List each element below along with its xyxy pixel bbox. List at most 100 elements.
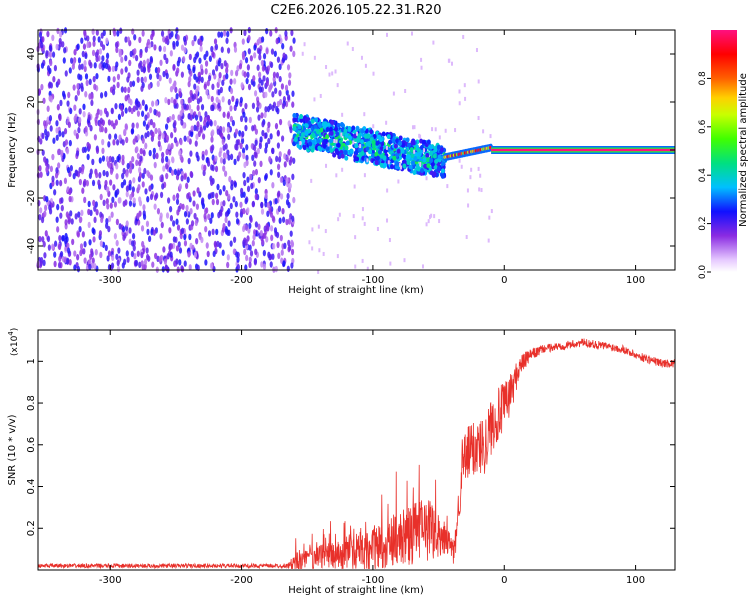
spectrogram-cell — [253, 44, 257, 51]
spectrogram-cell — [454, 128, 457, 133]
spectrogram-cell — [105, 37, 109, 45]
spectrogram-cell — [214, 165, 219, 173]
spectrogram-cell — [214, 155, 218, 162]
spectrogram-cell — [274, 265, 278, 273]
spectrogram-cell — [147, 83, 151, 90]
spectrogram-cell — [262, 249, 266, 257]
spectrogram-cell — [163, 53, 167, 61]
spectrogram-cell — [406, 159, 411, 165]
spectrogram-cell — [322, 251, 325, 256]
spectrogram-cell — [256, 64, 260, 71]
spectrogram-cell — [39, 171, 43, 178]
spectrogram-cell — [99, 251, 103, 259]
spectrogram-cell — [196, 264, 200, 272]
spectrogram-cell — [74, 213, 78, 220]
spectrogram-cell — [274, 87, 278, 94]
spectrogram-cell — [51, 34, 55, 42]
x-tick-label: -300 — [99, 575, 122, 586]
spectrogram-cell — [200, 68, 204, 76]
spectrogram-cell — [56, 226, 60, 233]
spectrogram-cell — [252, 75, 256, 82]
spectrogram-cell — [165, 148, 169, 156]
spectrogram-cell — [325, 134, 330, 140]
spectrogram-cell — [98, 230, 102, 237]
spectrogram-cell — [266, 105, 271, 113]
spectrogram-cell — [223, 30, 227, 37]
spectrogram-cell — [74, 95, 78, 102]
spectrogram-cell — [411, 31, 414, 36]
spectrogram-cell — [206, 160, 211, 167]
spectrogram-cell — [277, 252, 281, 260]
spectrogram-cell — [277, 205, 282, 213]
spectrogram-cell — [263, 232, 267, 239]
spectrogram-cell — [144, 114, 148, 121]
spectrogram-cell — [110, 262, 115, 269]
spectrogram-cell — [122, 200, 126, 207]
spectrogram-cell — [81, 187, 85, 194]
y-tick-label: 40 — [26, 48, 37, 61]
spectrogram-cell — [201, 202, 205, 210]
spectrogram-cell — [118, 223, 122, 230]
spectrogram-cell — [139, 60, 143, 67]
spectrogram-cell — [160, 30, 165, 37]
spectrogram-cell — [70, 57, 74, 64]
spectrogram-cell — [114, 119, 118, 126]
spectrogram-cell — [354, 143, 359, 149]
spectrogram-cell — [175, 218, 179, 225]
spectrogram-cell — [73, 115, 77, 122]
spectrogram-cell — [45, 195, 49, 203]
spectrogram-cell — [304, 123, 309, 129]
spectrogram-cell — [153, 44, 157, 51]
spectrogram-cell — [203, 164, 207, 172]
spectrogram-cell — [101, 138, 105, 146]
spectrogram-cell — [177, 56, 181, 64]
spectrogram-cell — [391, 138, 396, 144]
spectrogram-cell — [225, 37, 229, 44]
spectrogram-cell — [374, 151, 379, 157]
spectrogram-cell — [436, 166, 441, 172]
spectrogram-cell — [205, 242, 209, 249]
spectrogram-cell — [166, 252, 170, 260]
spectrogram-cell — [269, 261, 273, 268]
spectrogram-cell — [213, 119, 217, 127]
spectrogram-cell — [406, 142, 411, 148]
spectrogram-cell — [292, 37, 296, 44]
spectrogram-cell — [259, 136, 263, 143]
spectrogram-cell — [244, 102, 248, 110]
spectrogram-cell — [266, 201, 270, 209]
spectrogram-cell — [226, 126, 230, 134]
spectrogram-cell — [120, 110, 125, 117]
colorbar-tick-label: 0.2 — [698, 216, 708, 230]
colorbar-ticks: 0.0 0.2 0.4 0.6 0.8 — [698, 71, 711, 279]
spectrogram-cell — [411, 125, 414, 130]
spectrogram-cell — [311, 139, 316, 145]
spectrogram-cell — [379, 162, 384, 168]
spectrogram-cell — [82, 110, 86, 118]
spectrogram-cell — [195, 237, 199, 245]
spectrogram-cell — [260, 112, 264, 119]
spectrogram-cell — [98, 172, 102, 179]
spectrogram-cell — [102, 199, 106, 207]
spectrogram-cell — [214, 192, 219, 199]
spectrogram-cell — [253, 259, 257, 266]
spectrogram-cell — [161, 132, 165, 140]
spectrogram-cell — [84, 73, 89, 80]
spectrogram-cell — [251, 240, 255, 247]
spectrogram-cell — [154, 67, 159, 74]
spectrogram-cell — [101, 147, 105, 155]
spectrogram-cell — [178, 259, 182, 266]
spectrogram-cell — [264, 91, 268, 98]
spectrogram-cell — [241, 130, 245, 138]
spectrogram-cell — [420, 168, 425, 174]
spectrogram-cell — [239, 115, 244, 123]
spectrogram-cell — [148, 185, 152, 192]
spectrogram-cell — [218, 57, 222, 64]
spectrogram-cell — [157, 67, 161, 74]
spectrogram-cell — [132, 105, 136, 112]
spectrogram-cell — [149, 193, 154, 201]
spectrogram-cell — [102, 44, 106, 51]
spectrogram-cell — [269, 82, 274, 89]
spectrogram-cell — [188, 53, 192, 61]
spectrogram-cell — [334, 126, 339, 132]
spectrogram-cell — [156, 208, 161, 215]
